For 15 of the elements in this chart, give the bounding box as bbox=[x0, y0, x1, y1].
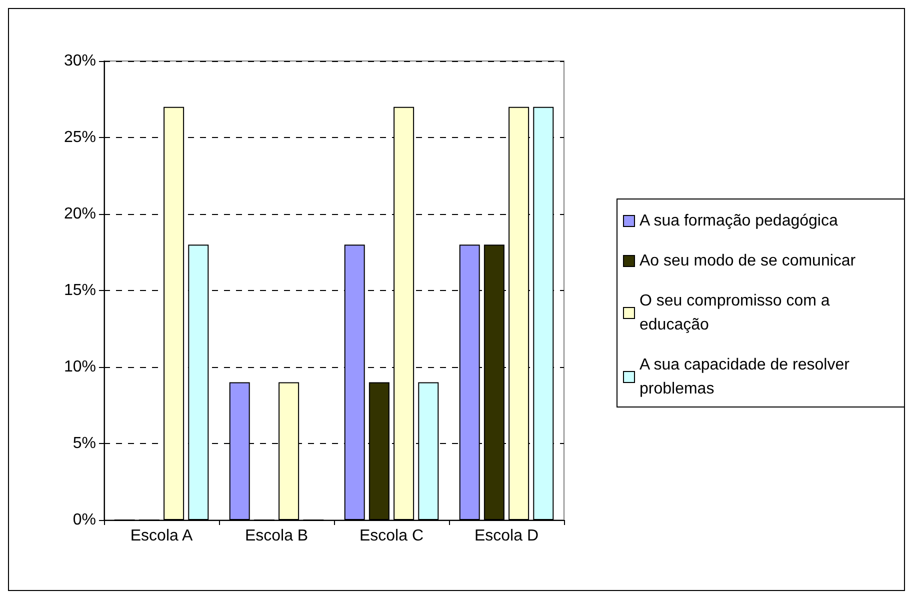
y-tick-label: 5% bbox=[72, 435, 96, 452]
y-tick-label: 15% bbox=[64, 282, 96, 299]
legend-label: A sua capacidade de resolver problemas bbox=[640, 356, 854, 398]
y-tick-label: 10% bbox=[64, 358, 96, 376]
legend-label: A sua formação pedagógica bbox=[640, 212, 838, 230]
x-tick-label: Escola C bbox=[359, 528, 424, 544]
y-tick-label: 0% bbox=[72, 512, 96, 528]
x-tick-label: Escola D bbox=[474, 528, 539, 544]
legend-label: O seu compromisso com a educação bbox=[640, 292, 834, 334]
y-tick-label: 30% bbox=[64, 52, 96, 70]
legend-label: Ao seu modo de se comunicar bbox=[640, 252, 856, 270]
y-tick-label: 25% bbox=[64, 129, 96, 146]
x-tick-label: Escola B bbox=[244, 528, 308, 544]
y-tick-label: 20% bbox=[64, 206, 96, 222]
x-tick-label: Escola A bbox=[130, 528, 193, 544]
